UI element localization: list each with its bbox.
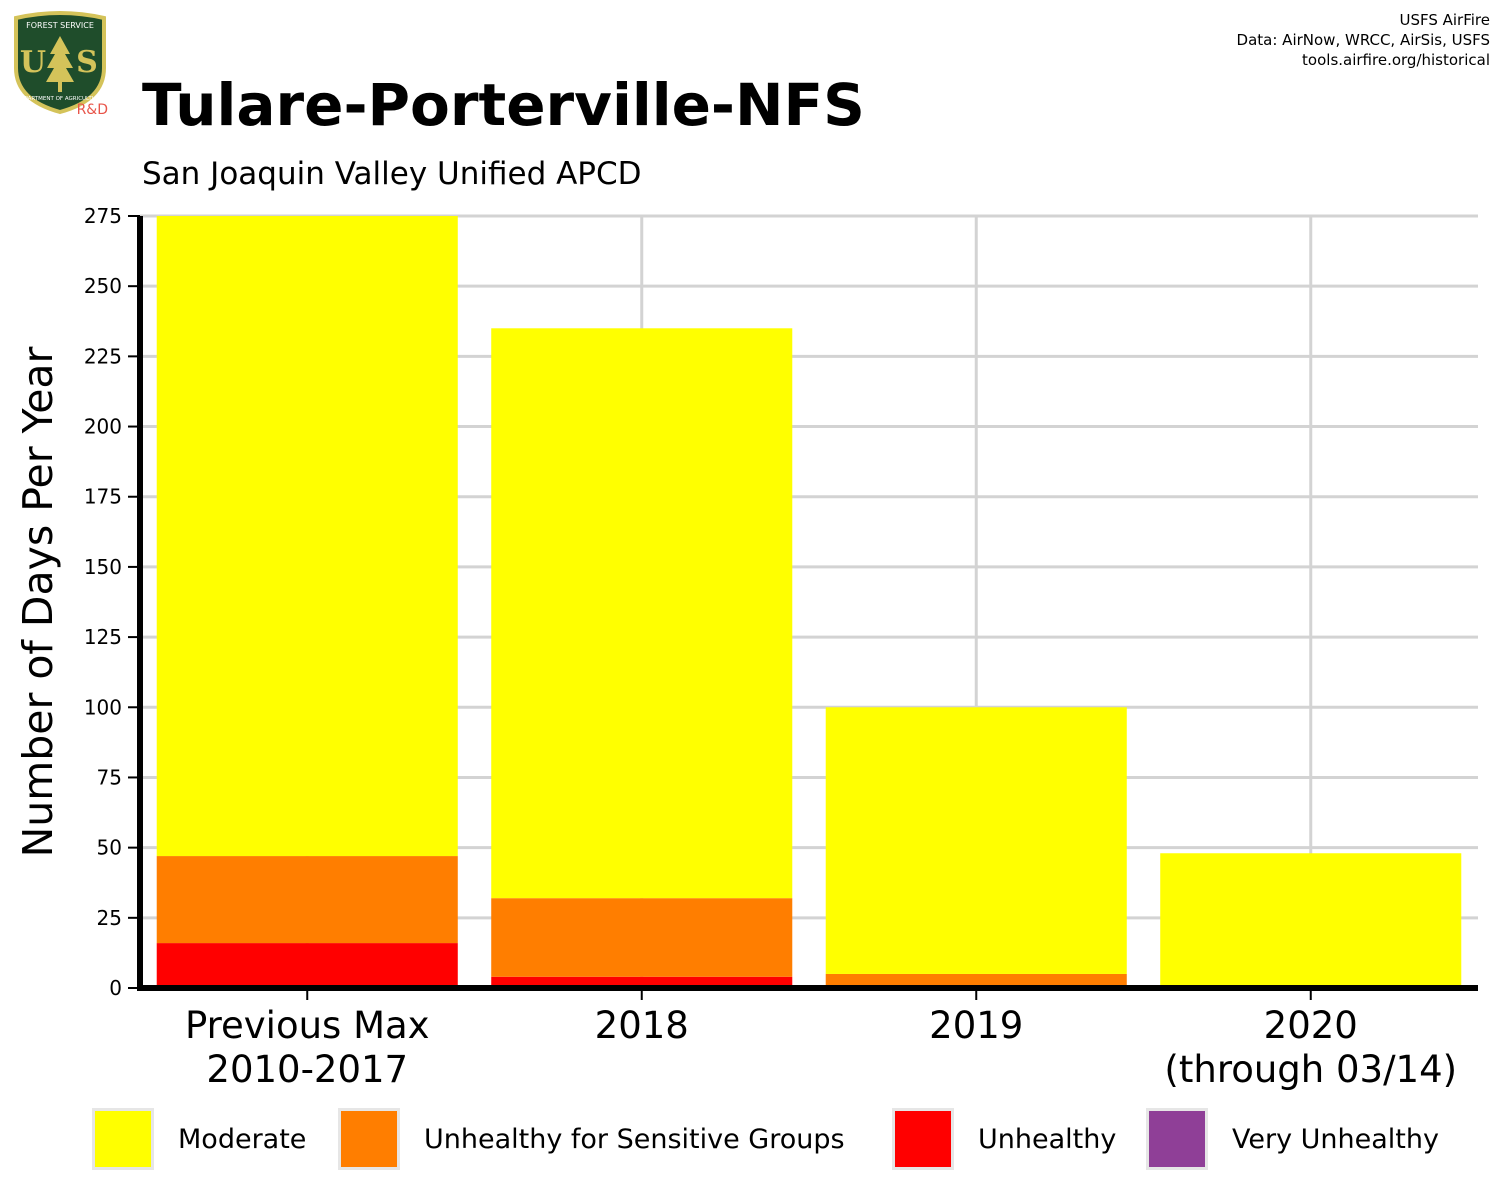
legend-label: Moderate	[178, 1123, 307, 1155]
y-tick-label: 175	[84, 485, 122, 509]
logo-bottom-text: DEPARTMENT OF AGRICULTURE	[17, 96, 104, 102]
tree-icon	[46, 36, 74, 92]
bar-segment	[825, 973, 1127, 988]
legend-item: Unhealthy for Sensitive Groups	[338, 1108, 845, 1170]
bar-segment	[156, 856, 458, 944]
credit-block: USFS AirFire Data: AirNow, WRCC, AirSis,…	[1237, 10, 1490, 70]
x-tick-label: 2010-2017	[206, 1048, 408, 1091]
legend-swatch	[892, 1108, 954, 1170]
logo-rd-tag: R&D	[77, 102, 108, 118]
y-axis-title: Number of Days Per Year	[14, 346, 62, 857]
x-tick-label: 2019	[929, 1004, 1023, 1047]
legend-item: Very Unhealthy	[1146, 1108, 1439, 1170]
chart-subtitle: San Joaquin Valley Unified APCD	[142, 156, 642, 192]
credit-line: Data: AirNow, WRCC, AirSis, USFS	[1236, 31, 1490, 49]
bar-segment	[825, 707, 1127, 974]
y-tick-label: 75	[97, 765, 122, 789]
legend: Moderate Unhealthy for Sensitive Groups Un…	[0, 1108, 1500, 1174]
y-tick-label: 225	[84, 344, 122, 368]
legend-label: Unhealthy	[978, 1123, 1117, 1155]
bar-segment	[1160, 853, 1462, 988]
x-tick-label: Previous Max	[185, 1004, 430, 1047]
bar-segment	[491, 898, 793, 977]
bar-segment	[491, 976, 793, 988]
y-tick-label: 25	[97, 906, 122, 930]
bar-segment	[156, 216, 458, 857]
y-tick-label: 50	[97, 836, 122, 860]
y-tick-label: 150	[84, 555, 122, 579]
y-tick-label: 0	[109, 976, 122, 1000]
legend-swatch	[92, 1108, 154, 1170]
x-tick-label: (through 03/14)	[1164, 1048, 1457, 1091]
y-tick-label: 275	[84, 204, 122, 228]
legend-swatch	[338, 1108, 400, 1170]
y-tick-label: 200	[84, 415, 122, 439]
y-tick-label: 125	[84, 625, 122, 649]
bar-segment	[491, 328, 793, 899]
forest-service-logo: FOREST SERVICE U S DEPARTMENT OF AGRICUL…	[14, 11, 108, 118]
legend-item: Moderate	[92, 1108, 306, 1170]
y-tick-label: 250	[84, 274, 122, 298]
bar-segment	[156, 943, 458, 988]
credit-line: tools.airfire.org/historical	[1302, 51, 1490, 69]
y-tick-label: 100	[84, 695, 122, 719]
legend-swatch	[1146, 1108, 1208, 1170]
logo-letter-s: S	[76, 45, 98, 80]
legend-label: Unhealthy for Sensitive Groups	[424, 1123, 845, 1155]
x-tick-label: 2018	[595, 1004, 689, 1047]
logo-letter-u: U	[20, 45, 46, 80]
legend-label: Very Unhealthy	[1232, 1123, 1439, 1155]
x-tick-label: 2020	[1264, 1004, 1358, 1047]
logo-top-text: FOREST SERVICE	[26, 21, 94, 30]
chart-title: Tulare-Porterville-NFS	[142, 71, 865, 139]
bar-chart: 0 25 50 75 100 125 150 175 200 225 250 275 Previous …	[14, 204, 1478, 1091]
legend-item: Unhealthy	[892, 1108, 1116, 1170]
credit-line: USFS AirFire	[1399, 11, 1490, 29]
